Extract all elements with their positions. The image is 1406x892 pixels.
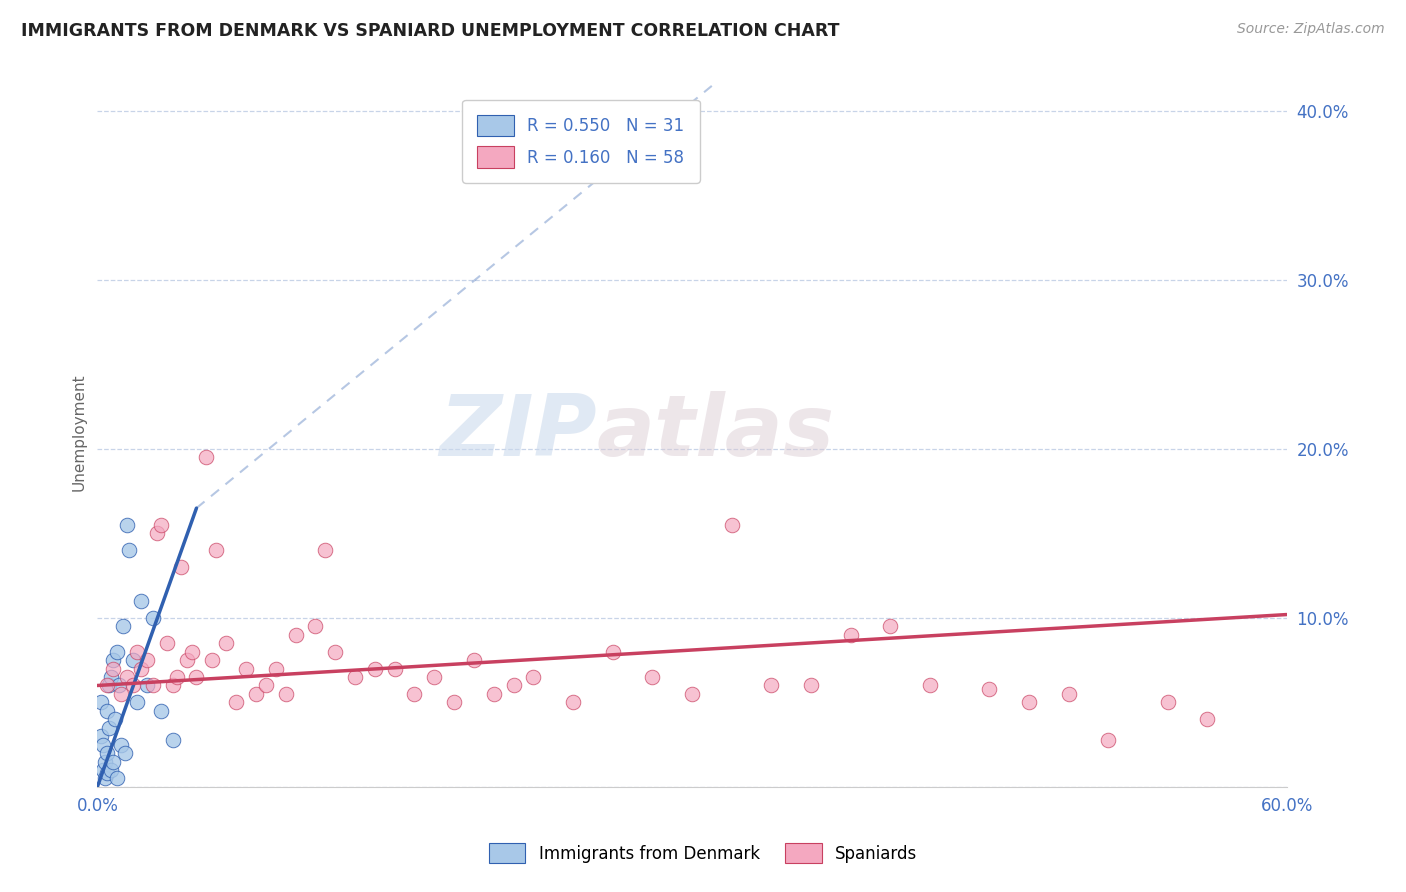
Point bbox=[1018, 695, 1040, 709]
Point bbox=[215, 636, 238, 650]
Point bbox=[463, 653, 485, 667]
Point bbox=[125, 645, 148, 659]
Point bbox=[146, 526, 169, 541]
Point bbox=[166, 670, 188, 684]
Point bbox=[142, 678, 165, 692]
Point bbox=[1097, 732, 1119, 747]
Point bbox=[91, 763, 114, 777]
Point bbox=[264, 662, 287, 676]
Text: ZIP: ZIP bbox=[439, 391, 596, 474]
Point bbox=[1197, 712, 1219, 726]
Point bbox=[186, 670, 208, 684]
Legend: Immigrants from Denmark, Spaniards: Immigrants from Denmark, Spaniards bbox=[475, 830, 931, 877]
Point bbox=[104, 712, 127, 726]
Point bbox=[254, 678, 277, 692]
Point bbox=[761, 678, 783, 692]
Point bbox=[100, 763, 122, 777]
Point bbox=[235, 662, 257, 676]
Point bbox=[839, 628, 862, 642]
Point bbox=[96, 678, 118, 692]
Point bbox=[90, 729, 112, 743]
Point bbox=[176, 653, 198, 667]
Point bbox=[96, 704, 118, 718]
Point bbox=[122, 653, 145, 667]
Point bbox=[135, 653, 157, 667]
Point bbox=[98, 721, 121, 735]
Point bbox=[135, 678, 157, 692]
Point bbox=[94, 755, 117, 769]
Point bbox=[129, 594, 152, 608]
Point bbox=[94, 772, 117, 786]
Point bbox=[423, 670, 446, 684]
Text: IMMIGRANTS FROM DENMARK VS SPANIARD UNEMPLOYMENT CORRELATION CHART: IMMIGRANTS FROM DENMARK VS SPANIARD UNEM… bbox=[21, 22, 839, 40]
Point bbox=[1156, 695, 1178, 709]
Point bbox=[103, 755, 125, 769]
Point bbox=[100, 670, 122, 684]
Point bbox=[681, 687, 703, 701]
Point bbox=[384, 662, 406, 676]
Text: Source: ZipAtlas.com: Source: ZipAtlas.com bbox=[1237, 22, 1385, 37]
Point bbox=[323, 645, 346, 659]
Point bbox=[225, 695, 247, 709]
Point bbox=[112, 619, 135, 633]
Point bbox=[96, 746, 118, 760]
Point bbox=[502, 678, 524, 692]
Y-axis label: Unemployment: Unemployment bbox=[72, 374, 86, 491]
Point bbox=[162, 678, 184, 692]
Point bbox=[304, 619, 326, 633]
Point bbox=[149, 704, 172, 718]
Point bbox=[96, 766, 118, 780]
Point bbox=[443, 695, 465, 709]
Point bbox=[110, 738, 132, 752]
Point bbox=[641, 670, 664, 684]
Point bbox=[979, 681, 1001, 696]
Point bbox=[122, 678, 145, 692]
Point bbox=[344, 670, 367, 684]
Point bbox=[110, 687, 132, 701]
Legend: R = 0.550   N = 31, R = 0.160   N = 58: R = 0.550 N = 31, R = 0.160 N = 58 bbox=[463, 100, 700, 183]
Point bbox=[404, 687, 426, 701]
Point bbox=[142, 611, 165, 625]
Point bbox=[195, 450, 218, 465]
Text: atlas: atlas bbox=[596, 391, 835, 474]
Point bbox=[114, 746, 136, 760]
Point bbox=[918, 678, 941, 692]
Point bbox=[108, 678, 131, 692]
Point bbox=[364, 662, 387, 676]
Point bbox=[482, 687, 505, 701]
Point bbox=[562, 695, 585, 709]
Point bbox=[103, 653, 125, 667]
Point bbox=[105, 645, 128, 659]
Point bbox=[245, 687, 267, 701]
Point bbox=[181, 645, 204, 659]
Point bbox=[879, 619, 901, 633]
Point bbox=[314, 543, 336, 558]
Point bbox=[800, 678, 823, 692]
Point bbox=[115, 518, 138, 533]
Point bbox=[115, 670, 138, 684]
Point bbox=[156, 636, 179, 650]
Point bbox=[205, 543, 228, 558]
Point bbox=[522, 670, 544, 684]
Point bbox=[274, 687, 297, 701]
Point bbox=[1057, 687, 1080, 701]
Point bbox=[201, 653, 224, 667]
Point bbox=[91, 738, 114, 752]
Point bbox=[720, 518, 742, 533]
Point bbox=[90, 695, 112, 709]
Point bbox=[118, 543, 141, 558]
Point bbox=[105, 772, 128, 786]
Point bbox=[149, 518, 172, 533]
Point bbox=[169, 560, 191, 574]
Point bbox=[602, 645, 624, 659]
Point bbox=[162, 732, 184, 747]
Point bbox=[103, 662, 125, 676]
Point bbox=[98, 678, 121, 692]
Point bbox=[129, 662, 152, 676]
Point bbox=[125, 695, 148, 709]
Point bbox=[284, 628, 307, 642]
